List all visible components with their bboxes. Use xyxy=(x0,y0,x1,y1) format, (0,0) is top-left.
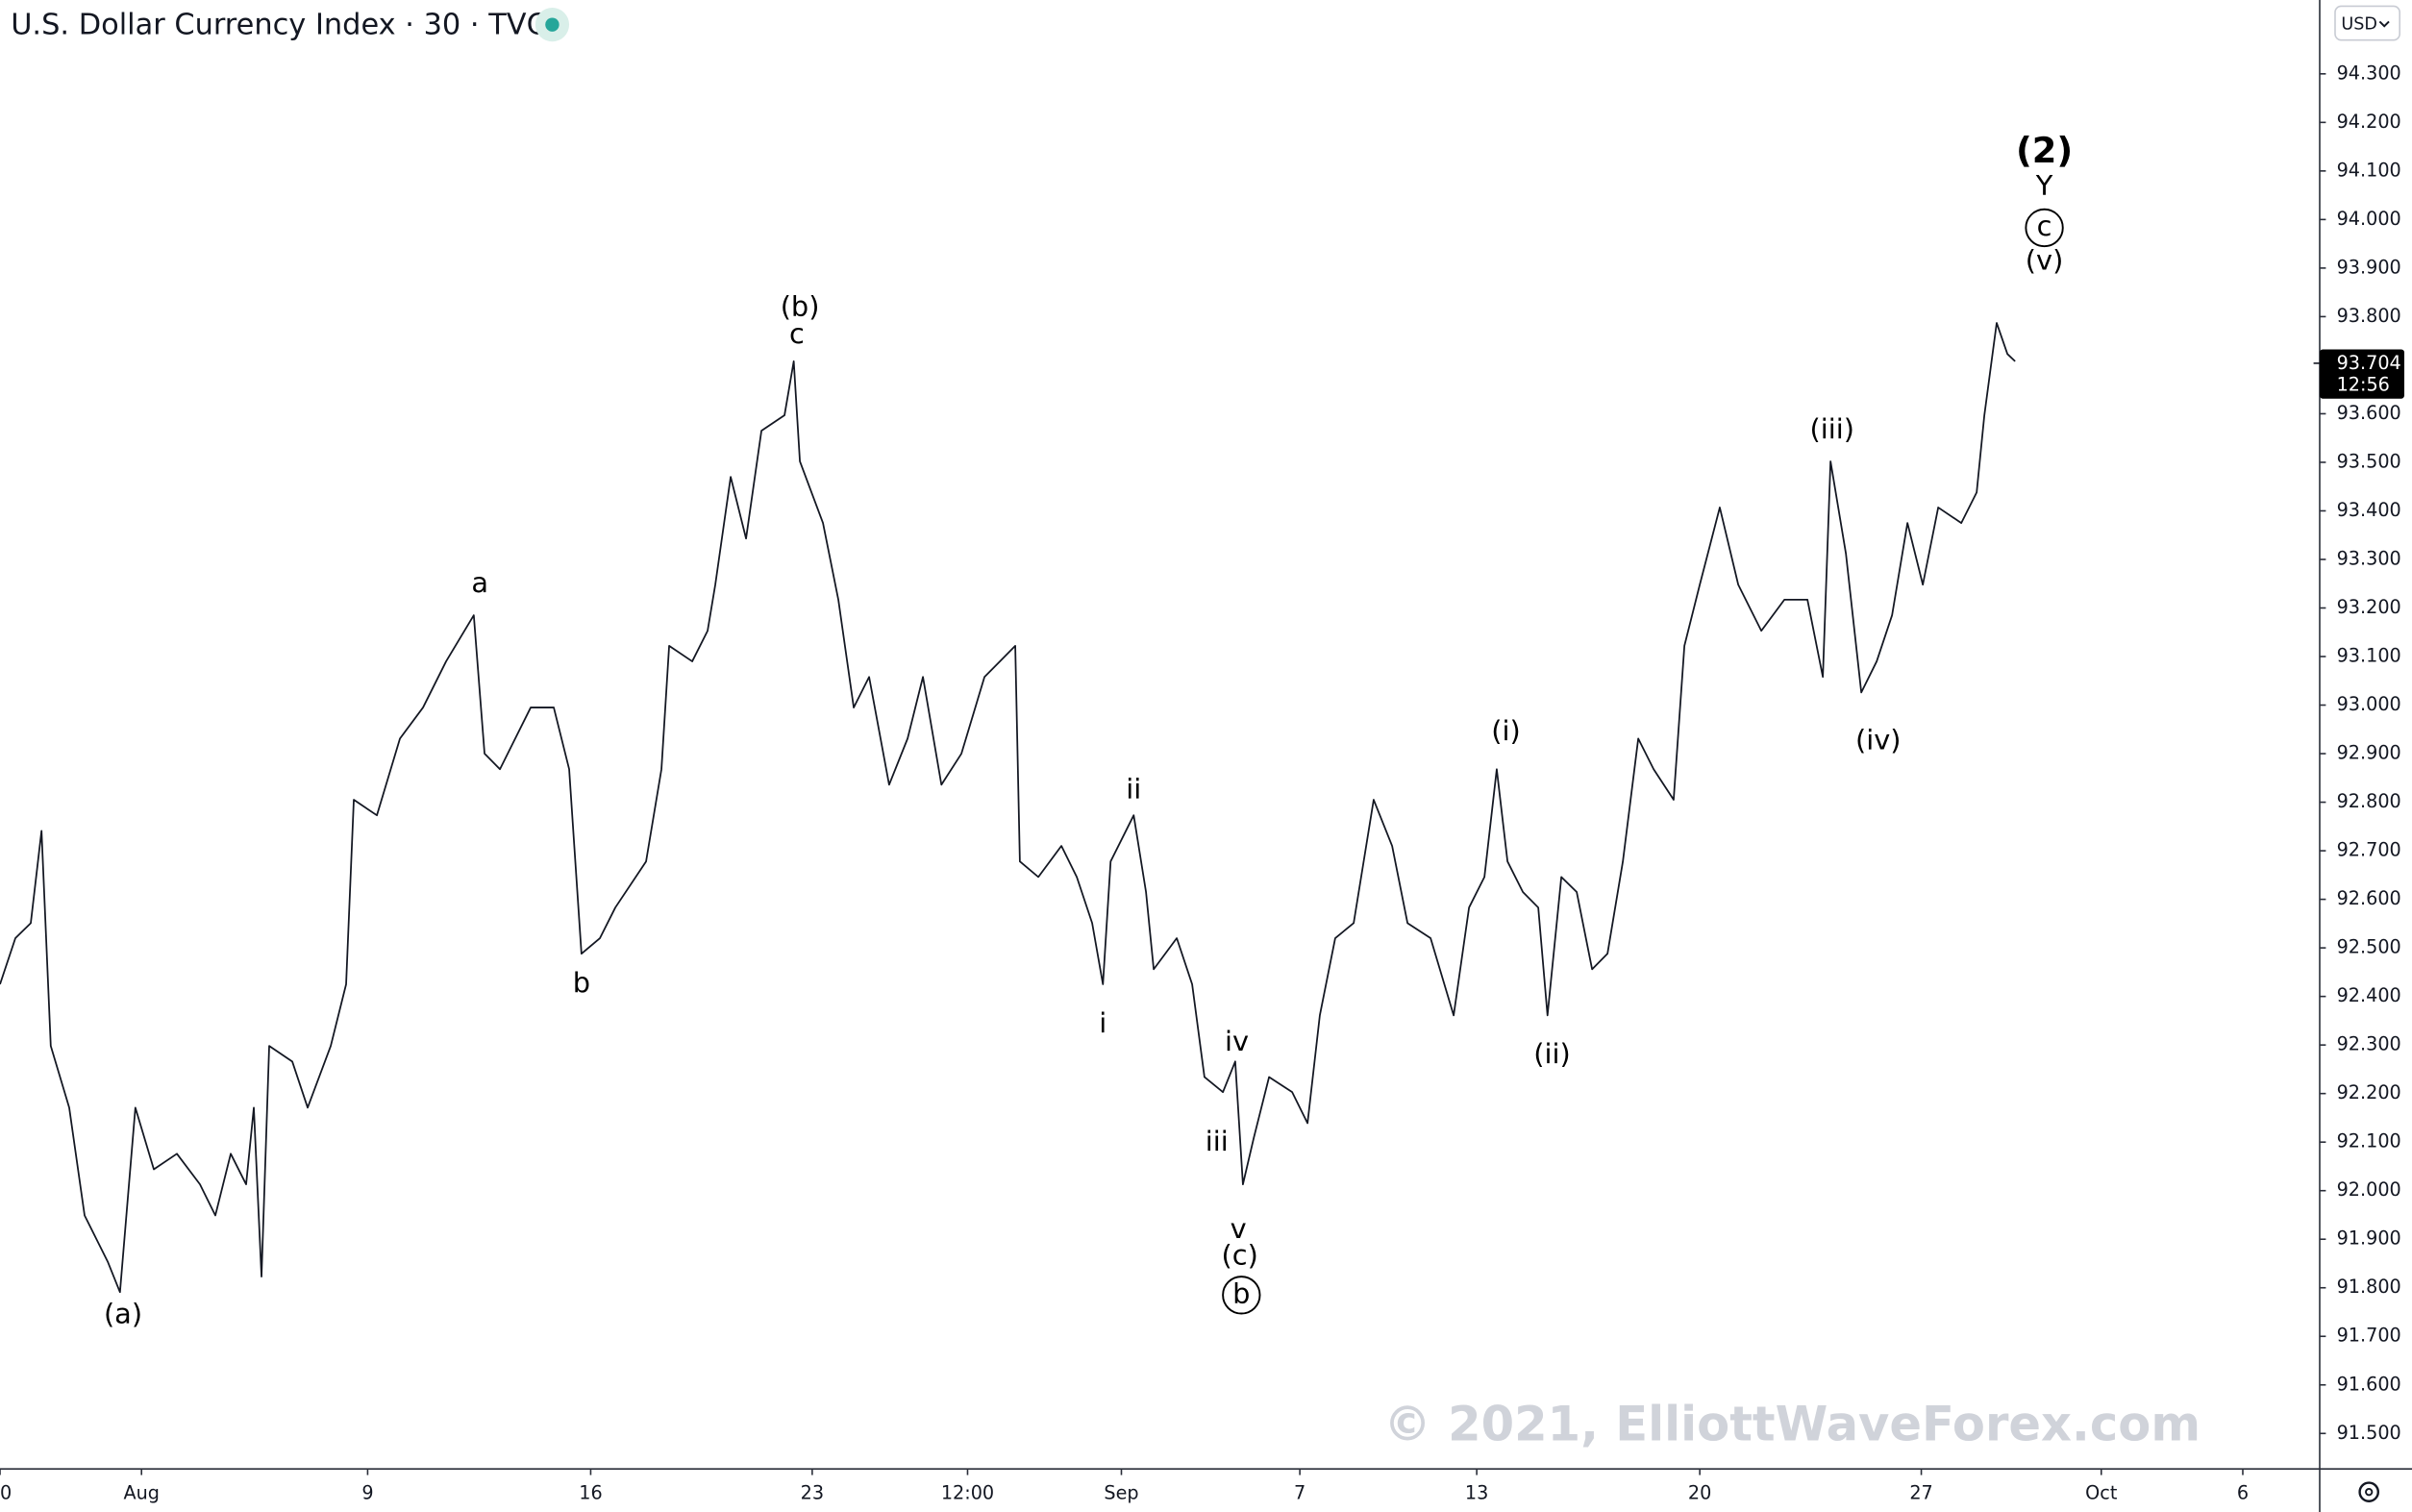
wave-label: c xyxy=(2037,210,2052,242)
x-tick-label: 20 xyxy=(1688,1481,1711,1503)
wave-circle xyxy=(2025,208,2064,248)
wave-label: Y xyxy=(2035,169,2053,202)
y-tick-label: 93.400 xyxy=(2337,499,2401,521)
wave-label: (a) xyxy=(104,1298,142,1330)
y-tick-label: 91.800 xyxy=(2337,1276,2401,1298)
chart-title: U.S. Dollar Currency Index · 30 · TVC xyxy=(11,9,547,42)
countdown-label: 12:56 xyxy=(2337,374,2390,396)
last-price-label: 93.704 xyxy=(2337,352,2401,374)
wave-label: (2) xyxy=(2016,130,2073,171)
x-tick-label: 6 xyxy=(2237,1481,2249,1503)
y-tick-label: 93.500 xyxy=(2337,450,2401,472)
settings-button[interactable] xyxy=(2358,1481,2379,1502)
x-tick-label: 23 xyxy=(801,1481,824,1503)
wave-label: (iv) xyxy=(1855,723,1902,756)
wave-label: (i) xyxy=(1491,714,1520,747)
gear-icon[interactable] xyxy=(2358,1481,2379,1502)
currency-button[interactable]: USD xyxy=(2334,5,2400,41)
wave-label: ii xyxy=(1126,772,1141,805)
last-price-box xyxy=(2319,349,2404,399)
y-tick-label: 92.600 xyxy=(2337,887,2401,909)
y-tick-label: 93.600 xyxy=(2337,402,2401,424)
y-tick-label: 93.900 xyxy=(2337,256,2401,278)
y-tick-label: 92.100 xyxy=(2337,1130,2401,1153)
x-tick-label: 27 xyxy=(1909,1481,1932,1503)
y-tick-label: 93.800 xyxy=(2337,305,2401,327)
wave-label: iii xyxy=(1206,1125,1229,1157)
wave-label: (c) xyxy=(1222,1238,1258,1271)
wave-label: iv xyxy=(1225,1025,1249,1057)
y-tick-label: 94.200 xyxy=(2337,111,2401,133)
wave-label: (iii) xyxy=(1810,412,1854,445)
wave-label: b xyxy=(1232,1277,1250,1309)
x-tick-label: 9 xyxy=(361,1481,373,1503)
wave-label: i xyxy=(1099,1006,1107,1039)
y-tick-label: 91.700 xyxy=(2337,1325,2401,1347)
x-tick-label: 13 xyxy=(1465,1481,1488,1503)
y-tick-label: 94.000 xyxy=(2337,208,2401,230)
y-tick-label: 93.000 xyxy=(2337,693,2401,715)
x-tick-label: 7 xyxy=(1294,1481,1305,1503)
x-tick-label: 12:00 xyxy=(941,1481,994,1503)
y-tick-label: 94.100 xyxy=(2337,159,2401,181)
y-tick-label: 92.900 xyxy=(2337,742,2401,764)
y-tick-label: 93.300 xyxy=(2337,547,2401,569)
x-tick-label: Oct xyxy=(2085,1481,2118,1503)
status-dot xyxy=(545,17,559,32)
wave-label: (ii) xyxy=(1533,1037,1570,1070)
gear-icon-center[interactable] xyxy=(2365,1488,2374,1497)
y-tick-label: 92.200 xyxy=(2337,1081,2401,1103)
y-tick-label: 91.900 xyxy=(2337,1227,2401,1250)
currency-button-box[interactable] xyxy=(2334,5,2400,41)
y-tick-label: 91.600 xyxy=(2337,1373,2401,1395)
chevron-icon[interactable] xyxy=(2378,20,2390,28)
y-tick-label: 92.300 xyxy=(2337,1033,2401,1055)
y-tick-label: 92.500 xyxy=(2337,936,2401,958)
x-tick-label: Sep xyxy=(1104,1481,1138,1503)
wave-circle xyxy=(1222,1276,1261,1315)
x-tick-label: 00 xyxy=(0,1481,12,1503)
y-tick-label: 92.800 xyxy=(2337,790,2401,812)
x-tick-label: Aug xyxy=(123,1481,159,1503)
wave-label: c xyxy=(789,317,805,350)
y-tick-label: 92.700 xyxy=(2337,839,2401,861)
y-tick-label: 92.400 xyxy=(2337,984,2401,1006)
x-tick-label: 16 xyxy=(579,1481,602,1503)
y-tick-label: 91.500 xyxy=(2337,1422,2401,1444)
plot-area xyxy=(0,322,2016,1294)
wave-label: v xyxy=(1231,1212,1247,1245)
watermark: © 2021, ElliottWaveForex.com xyxy=(1383,1396,2201,1451)
wave-label: b xyxy=(573,966,590,999)
currency-label[interactable]: USD xyxy=(2341,15,2377,35)
y-tick-label: 94.300 xyxy=(2337,62,2401,84)
wave-label: (v) xyxy=(2026,243,2064,276)
y-tick-label: 93.200 xyxy=(2337,596,2401,618)
price-line xyxy=(0,322,2016,1294)
y-tick-label: 92.000 xyxy=(2337,1178,2401,1201)
wave-label: a xyxy=(471,566,488,599)
y-tick-label: 93.100 xyxy=(2337,645,2401,667)
wave-label: (b) xyxy=(781,289,820,322)
